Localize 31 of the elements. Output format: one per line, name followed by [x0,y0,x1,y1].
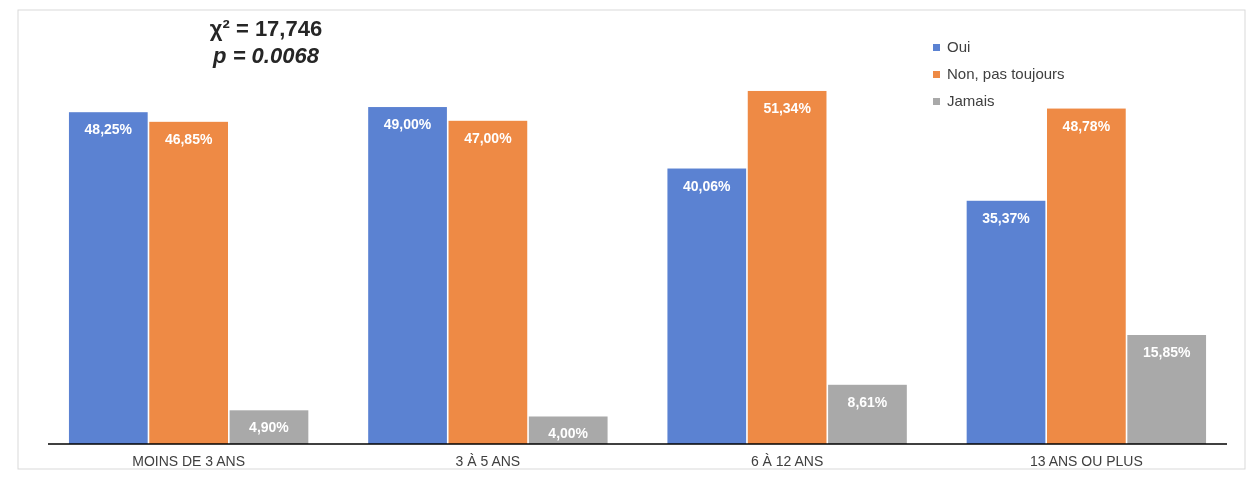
data-label: 35,37% [982,209,1031,226]
text: p = 0.0068 [212,43,320,68]
bar [747,90,827,444]
legend-label: Oui [947,38,971,55]
bar [667,168,747,444]
data-label: 51,34% [763,99,812,116]
data-label: 40,06% [683,177,732,194]
data-label: 48,25% [84,121,133,138]
data-label: 4,90% [249,419,290,436]
bar [448,120,528,444]
data-label: 15,85% [1142,344,1191,361]
bar [1046,108,1126,444]
data-label: 8,61% [847,393,888,410]
x-tick-label: 3 À 5 ANS [455,453,521,469]
bar [1127,335,1207,444]
x-tick-label: 13 ANS OU PLUS [1029,453,1143,469]
bar [828,384,907,444]
bar [966,200,1046,444]
data-label: 48,78% [1062,117,1111,134]
bar [68,112,148,444]
x-tick-label: 6 À 12 ANS [750,453,824,469]
data-label: 49,00% [383,116,432,133]
legend-label: Jamais [947,92,995,109]
data-label: 4,00% [548,425,589,442]
legend-label: Non, pas toujours [947,65,1065,82]
x-tick-label: MOINS DE 3 ANS [132,453,246,469]
data-label: 46,85% [164,130,213,147]
bar [368,107,447,444]
bar [149,121,228,444]
text: χ² = 17,746 [209,16,323,41]
data-label: 47,00% [464,129,513,146]
